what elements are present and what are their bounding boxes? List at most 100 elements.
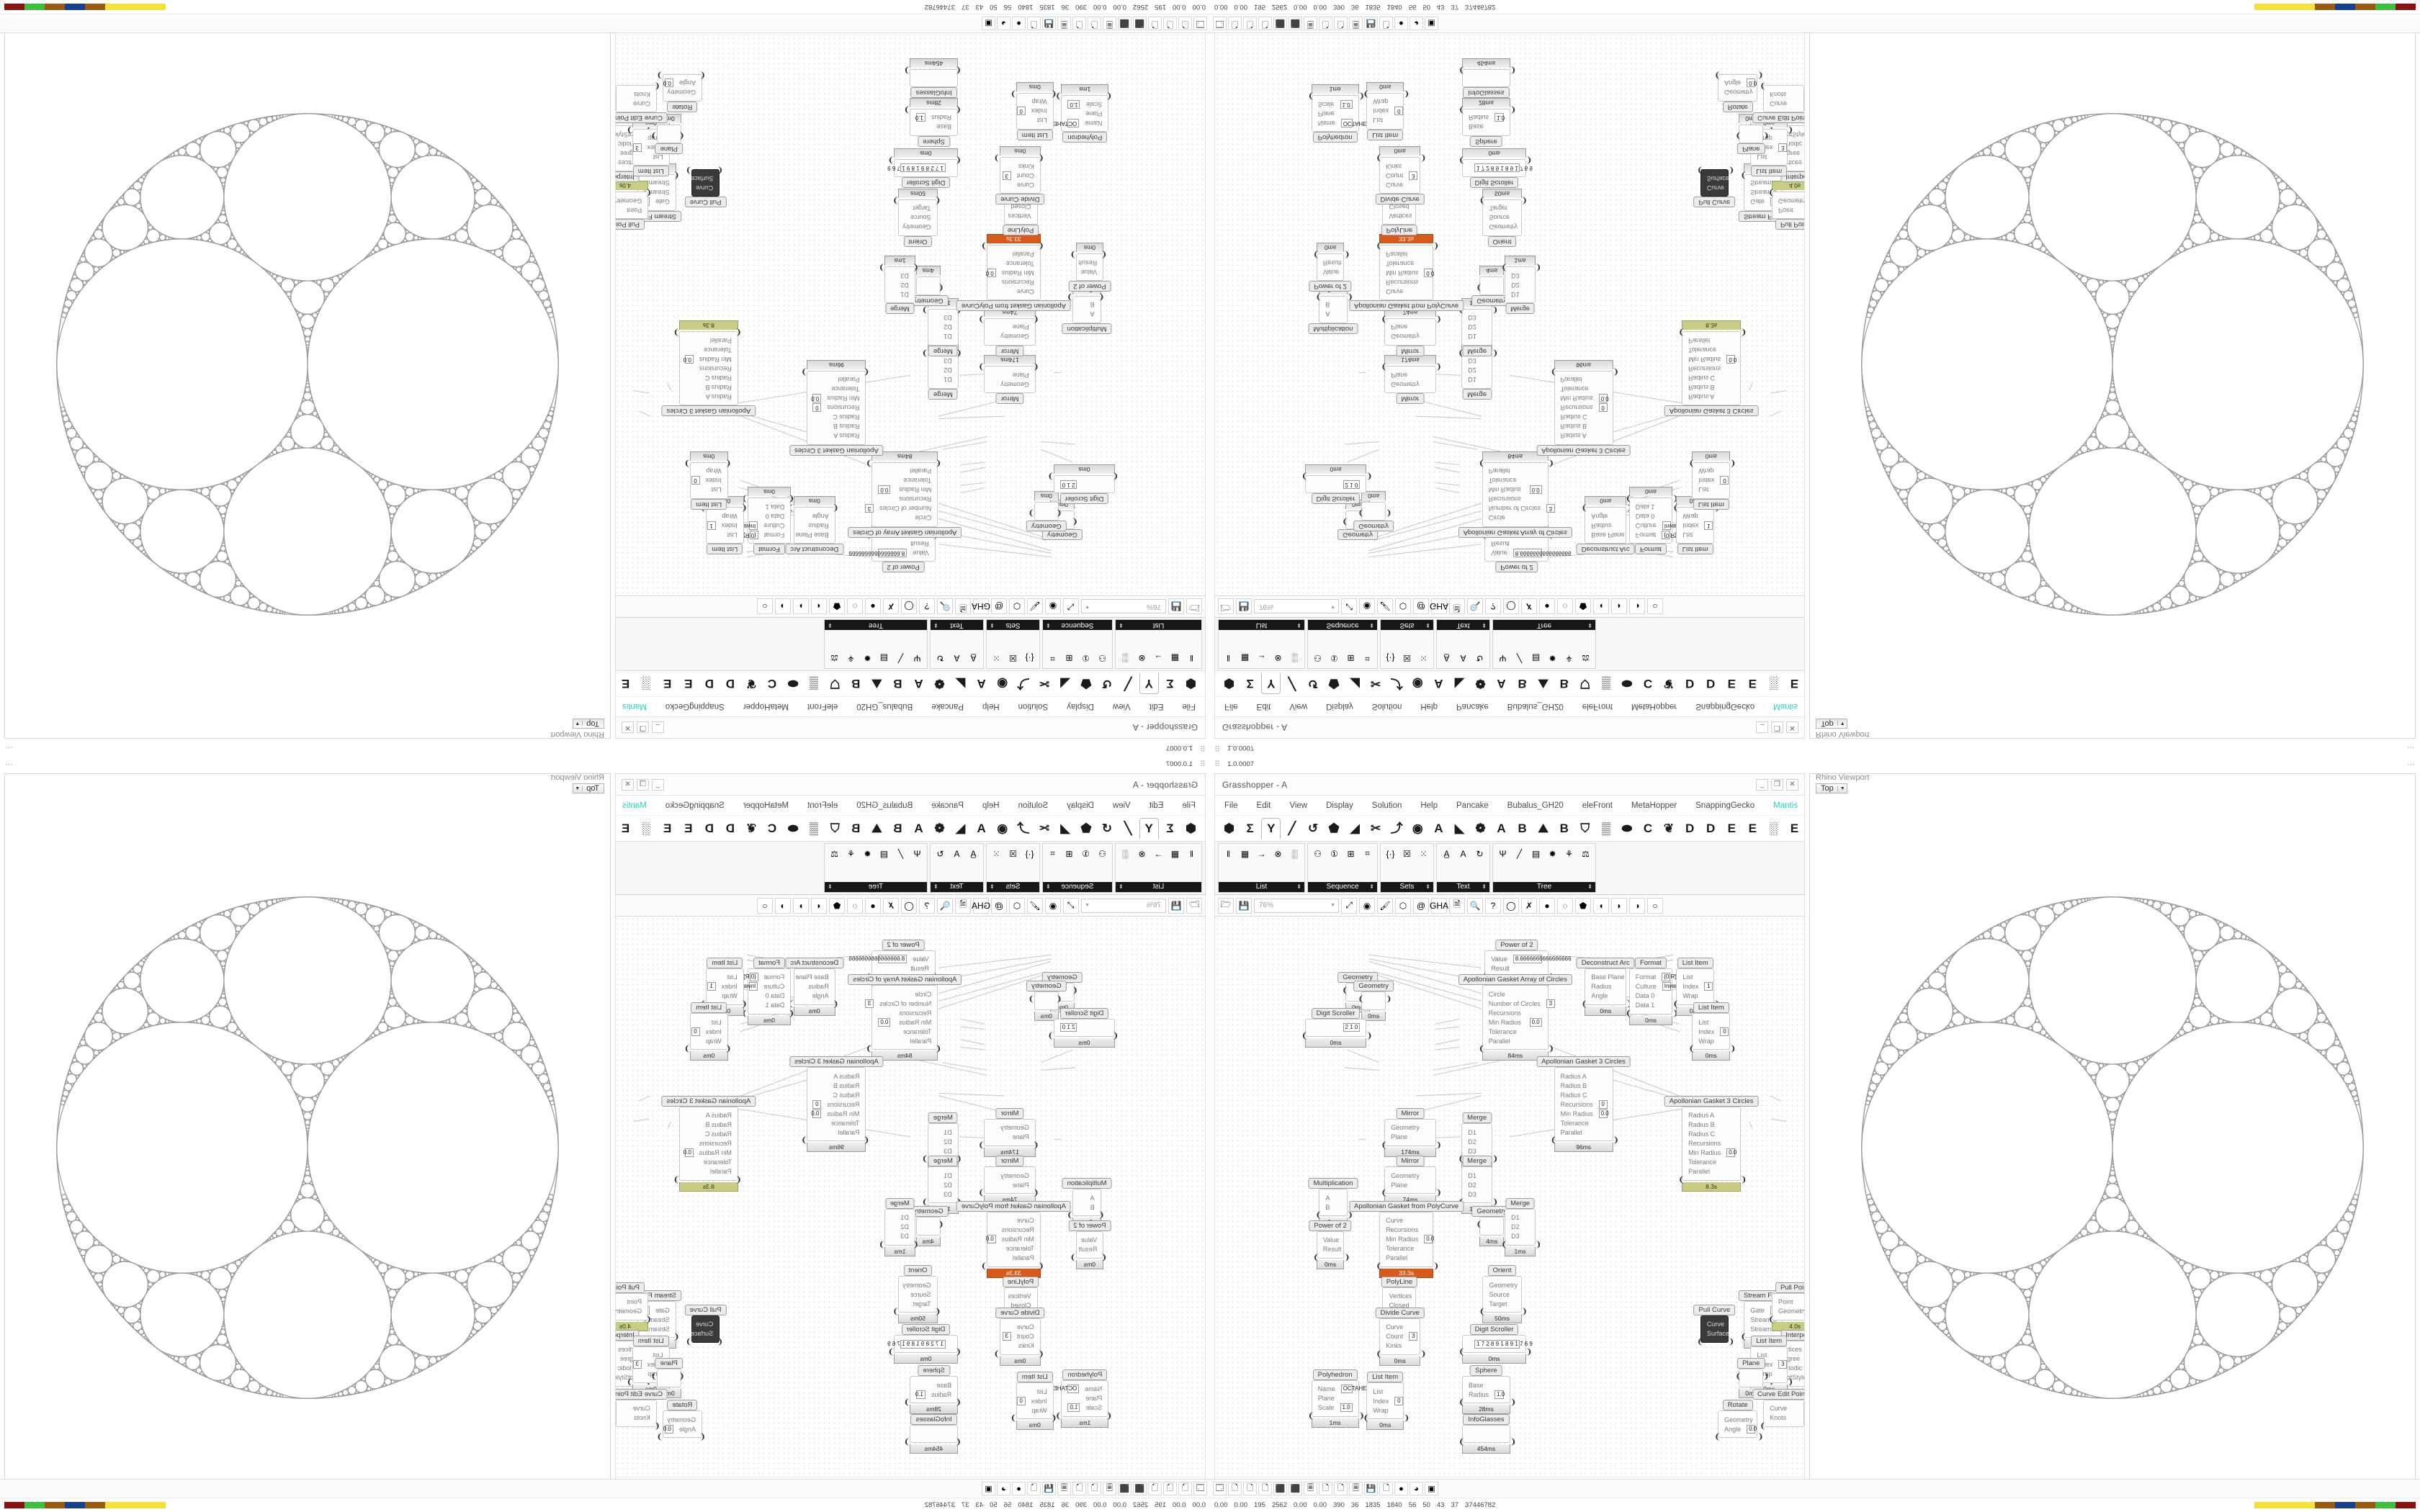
menu-item-display[interactable]: Display bbox=[1067, 801, 1094, 810]
gh-input-port[interactable]: ❨ bbox=[1312, 250, 1320, 259]
gh-output-port[interactable]: ❩ bbox=[1547, 458, 1554, 467]
intersect-tab[interactable]: ✂ bbox=[1034, 818, 1054, 840]
gh-output-port[interactable]: ❩ bbox=[1055, 91, 1062, 101]
gh-node-param[interactable]: Parallel bbox=[1489, 467, 1542, 476]
gh-node-param[interactable]: Culture Invariant bbox=[734, 982, 784, 991]
zoom-extents-button[interactable]: ⤢ bbox=[1341, 897, 1357, 914]
gh-node-param[interactable]: Scale 1.0 bbox=[1067, 100, 1102, 109]
gh-output-port[interactable]: ❩ bbox=[801, 366, 808, 376]
pin-icon[interactable]: ⬍ bbox=[828, 883, 833, 890]
gh-node-param[interactable]: Angle bbox=[1591, 511, 1620, 521]
display-tab[interactable]: ◉ bbox=[1408, 673, 1428, 695]
document-settings-button[interactable]: 🗎 bbox=[955, 897, 971, 914]
gh-node-body[interactable]: Curve Surface ❨ ❩ bbox=[1697, 166, 1734, 197]
gh-input-port[interactable]: ❨ bbox=[1458, 1155, 1465, 1164]
gh-node-param[interactable]: D1 bbox=[1468, 375, 1486, 384]
menu-item-edit[interactable]: Edit bbox=[1149, 702, 1164, 711]
gh-param-value[interactable]: 0 bbox=[812, 1099, 822, 1109]
gh-node[interactable]: InfoGlasses ❨ ❩ 454ms bbox=[1458, 58, 1516, 99]
pin-icon[interactable]: ⬍ bbox=[1119, 883, 1124, 890]
gh-node-body[interactable]: Curve Recursions Min Radius 0.0 Tolerance Par… bbox=[1376, 242, 1439, 301]
gh-node[interactable]: Pull PointPointGeometry❨❩4.0s bbox=[1768, 1282, 1804, 1331]
component-icon[interactable]: ⊗ bbox=[1138, 848, 1146, 859]
gh-node-param[interactable]: Count 3 bbox=[1386, 1332, 1418, 1341]
text-doc-icon-2[interactable]: 🗏 bbox=[1349, 17, 1363, 30]
maths-tab[interactable]: Σ bbox=[1240, 818, 1260, 840]
view-a-button[interactable]: ◖ bbox=[811, 897, 827, 914]
gh-param-value[interactable]: 1 7 2 8 9 1 8 9 1 7 6 9 bbox=[1474, 1339, 1533, 1349]
gh-node-body[interactable]: Radius A Radius B Radius C Recursions Min Ra… bbox=[673, 328, 742, 406]
sets-tab[interactable]: Υ bbox=[1261, 672, 1281, 695]
gh-node-param[interactable]: B bbox=[1325, 300, 1340, 310]
component-icon[interactable]: → bbox=[1257, 848, 1266, 859]
component-icon[interactable]: ▦ bbox=[1240, 653, 1250, 664]
addon-bird-tab[interactable]: ❦ bbox=[1659, 673, 1679, 695]
gh-node-param[interactable]: Plane bbox=[1067, 1394, 1102, 1403]
gh-node-body[interactable]: Format {0:R} Culture Invariant Data 0 Data 1 ❨… bbox=[1626, 494, 1686, 544]
dark-app-icon[interactable]: ⬛ bbox=[1289, 17, 1302, 30]
menu-item-view[interactable]: View bbox=[1112, 801, 1131, 810]
gh-node-param[interactable]: Name OCTAHEDRON bbox=[1318, 119, 1384, 128]
gh-node[interactable]: Power of 2 Value Result ❨ ❩ 0ms bbox=[1068, 1220, 1111, 1269]
sets-tab[interactable]: Υ bbox=[1139, 672, 1159, 695]
component-icon[interactable]: ⊞ bbox=[1065, 653, 1073, 664]
addon-b2-tab[interactable]: B bbox=[1554, 818, 1574, 840]
addon-a2-tab[interactable]: A bbox=[1492, 818, 1511, 840]
gh-param-value[interactable]: 1 bbox=[707, 982, 716, 991]
firefox-icon[interactable]: ◕ bbox=[997, 1482, 1010, 1495]
component-icon[interactable]: A bbox=[1460, 848, 1466, 859]
gh-param-value[interactable]: 1.0 bbox=[1494, 1390, 1505, 1399]
text-doc-icon-1[interactable]: 🗏 bbox=[1304, 17, 1317, 30]
gh-node[interactable]: InfoGlasses ❨ ❩ 454ms bbox=[904, 1413, 962, 1454]
addon-grid-tab[interactable]: ▒ bbox=[805, 818, 824, 840]
document-icon-5[interactable]: 🗋 bbox=[1334, 17, 1348, 30]
gh-node-param[interactable]: D2 bbox=[1511, 1223, 1529, 1232]
gh-node-param[interactable]: Parallel bbox=[993, 1254, 1034, 1263]
gh-node[interactable]: Digit Scroller 1 7 2 8 9 1 8 9 1 7 6 9 ❨ ❩ 0… bbox=[1458, 148, 1533, 188]
gh-node-param[interactable]: Parallel bbox=[993, 250, 1034, 259]
widget-a-button[interactable]: ◌ bbox=[847, 598, 863, 615]
pin-icon[interactable]: ⬍ bbox=[1587, 622, 1592, 629]
gh-node-param[interactable]: Tolerance bbox=[1386, 1244, 1427, 1254]
gh-input-port[interactable]: ❨ bbox=[1037, 153, 1044, 163]
surface-tab[interactable]: ⬟ bbox=[1076, 818, 1095, 840]
gh-param-value[interactable]: 0.0 bbox=[663, 78, 673, 88]
gh-output-port[interactable]: ❩ bbox=[1757, 70, 1764, 79]
gh-node-body[interactable]: Format {0:R} Culture Invariant Data 0 Data 1 ❨… bbox=[734, 494, 794, 544]
gh-node-param[interactable]: D1 bbox=[934, 1128, 952, 1137]
gh-output-port[interactable]: ❩ bbox=[903, 1398, 911, 1408]
gh-node-param[interactable]: Base bbox=[916, 122, 952, 132]
addon-d1-tab[interactable]: D bbox=[1680, 673, 1700, 695]
rhino-app-icon[interactable]: 🗔 bbox=[1193, 17, 1207, 30]
component-icon[interactable]: ⌗ bbox=[1365, 848, 1370, 858]
addon-mount-tab[interactable]: ⛰ bbox=[867, 673, 887, 695]
gh-output-port[interactable]: ❩ bbox=[993, 1349, 1000, 1359]
gh-input-port[interactable]: ❨ bbox=[1381, 1189, 1388, 1198]
gh-node-body[interactable]: ❨❩ bbox=[1476, 276, 1510, 295]
gh-input-port[interactable]: ❨ bbox=[645, 1315, 653, 1324]
gh-node-param[interactable]: Wrap bbox=[1698, 1036, 1724, 1045]
sketch-button[interactable]: @ bbox=[1413, 598, 1429, 615]
component-icon[interactable]: ⚇ bbox=[1314, 653, 1322, 664]
gh-node-param[interactable]: Circle bbox=[1489, 513, 1542, 523]
pin-icon[interactable]: ⬍ bbox=[1425, 622, 1430, 629]
terminal-icon[interactable]: ▣ bbox=[1425, 17, 1438, 30]
pin-icon[interactable]: ⬍ bbox=[933, 883, 938, 890]
gh-node-param[interactable]: Geometry bbox=[990, 1123, 1029, 1133]
component-icon[interactable]: ✹ bbox=[1549, 848, 1556, 859]
gh-node[interactable]: Apollonian Gasket Array of Circles Circle… bbox=[1458, 451, 1572, 538]
gh-node-param[interactable]: Knots bbox=[622, 89, 650, 99]
gh-node-body[interactable]: Geometry Plane ❨ ❩ bbox=[978, 1118, 1039, 1150]
gh-output-port[interactable]: ❩ bbox=[1070, 1253, 1077, 1262]
rhino-app-icon[interactable]: 🗔 bbox=[1193, 1482, 1207, 1495]
gh-input-port[interactable]: ❨ bbox=[1458, 1398, 1466, 1408]
gh-node-param[interactable]: Base Plane bbox=[1591, 973, 1624, 982]
gh-node-param[interactable]: Min Radius 0.0 bbox=[684, 1148, 732, 1158]
addon-grid-tab[interactable]: ▒ bbox=[805, 673, 824, 695]
ribbon-group-sets[interactable]: {·} ☒ ⁙ Sets ⬍ bbox=[1380, 619, 1434, 669]
gh-node-body[interactable]: Curve Surface ❨ ❩ bbox=[1697, 1315, 1734, 1346]
gh-param-value[interactable]: 0 bbox=[812, 403, 822, 413]
gh-node-param[interactable]: Point bbox=[616, 205, 642, 215]
gh-param-value[interactable]: 8.6666666666666666 bbox=[848, 955, 908, 964]
